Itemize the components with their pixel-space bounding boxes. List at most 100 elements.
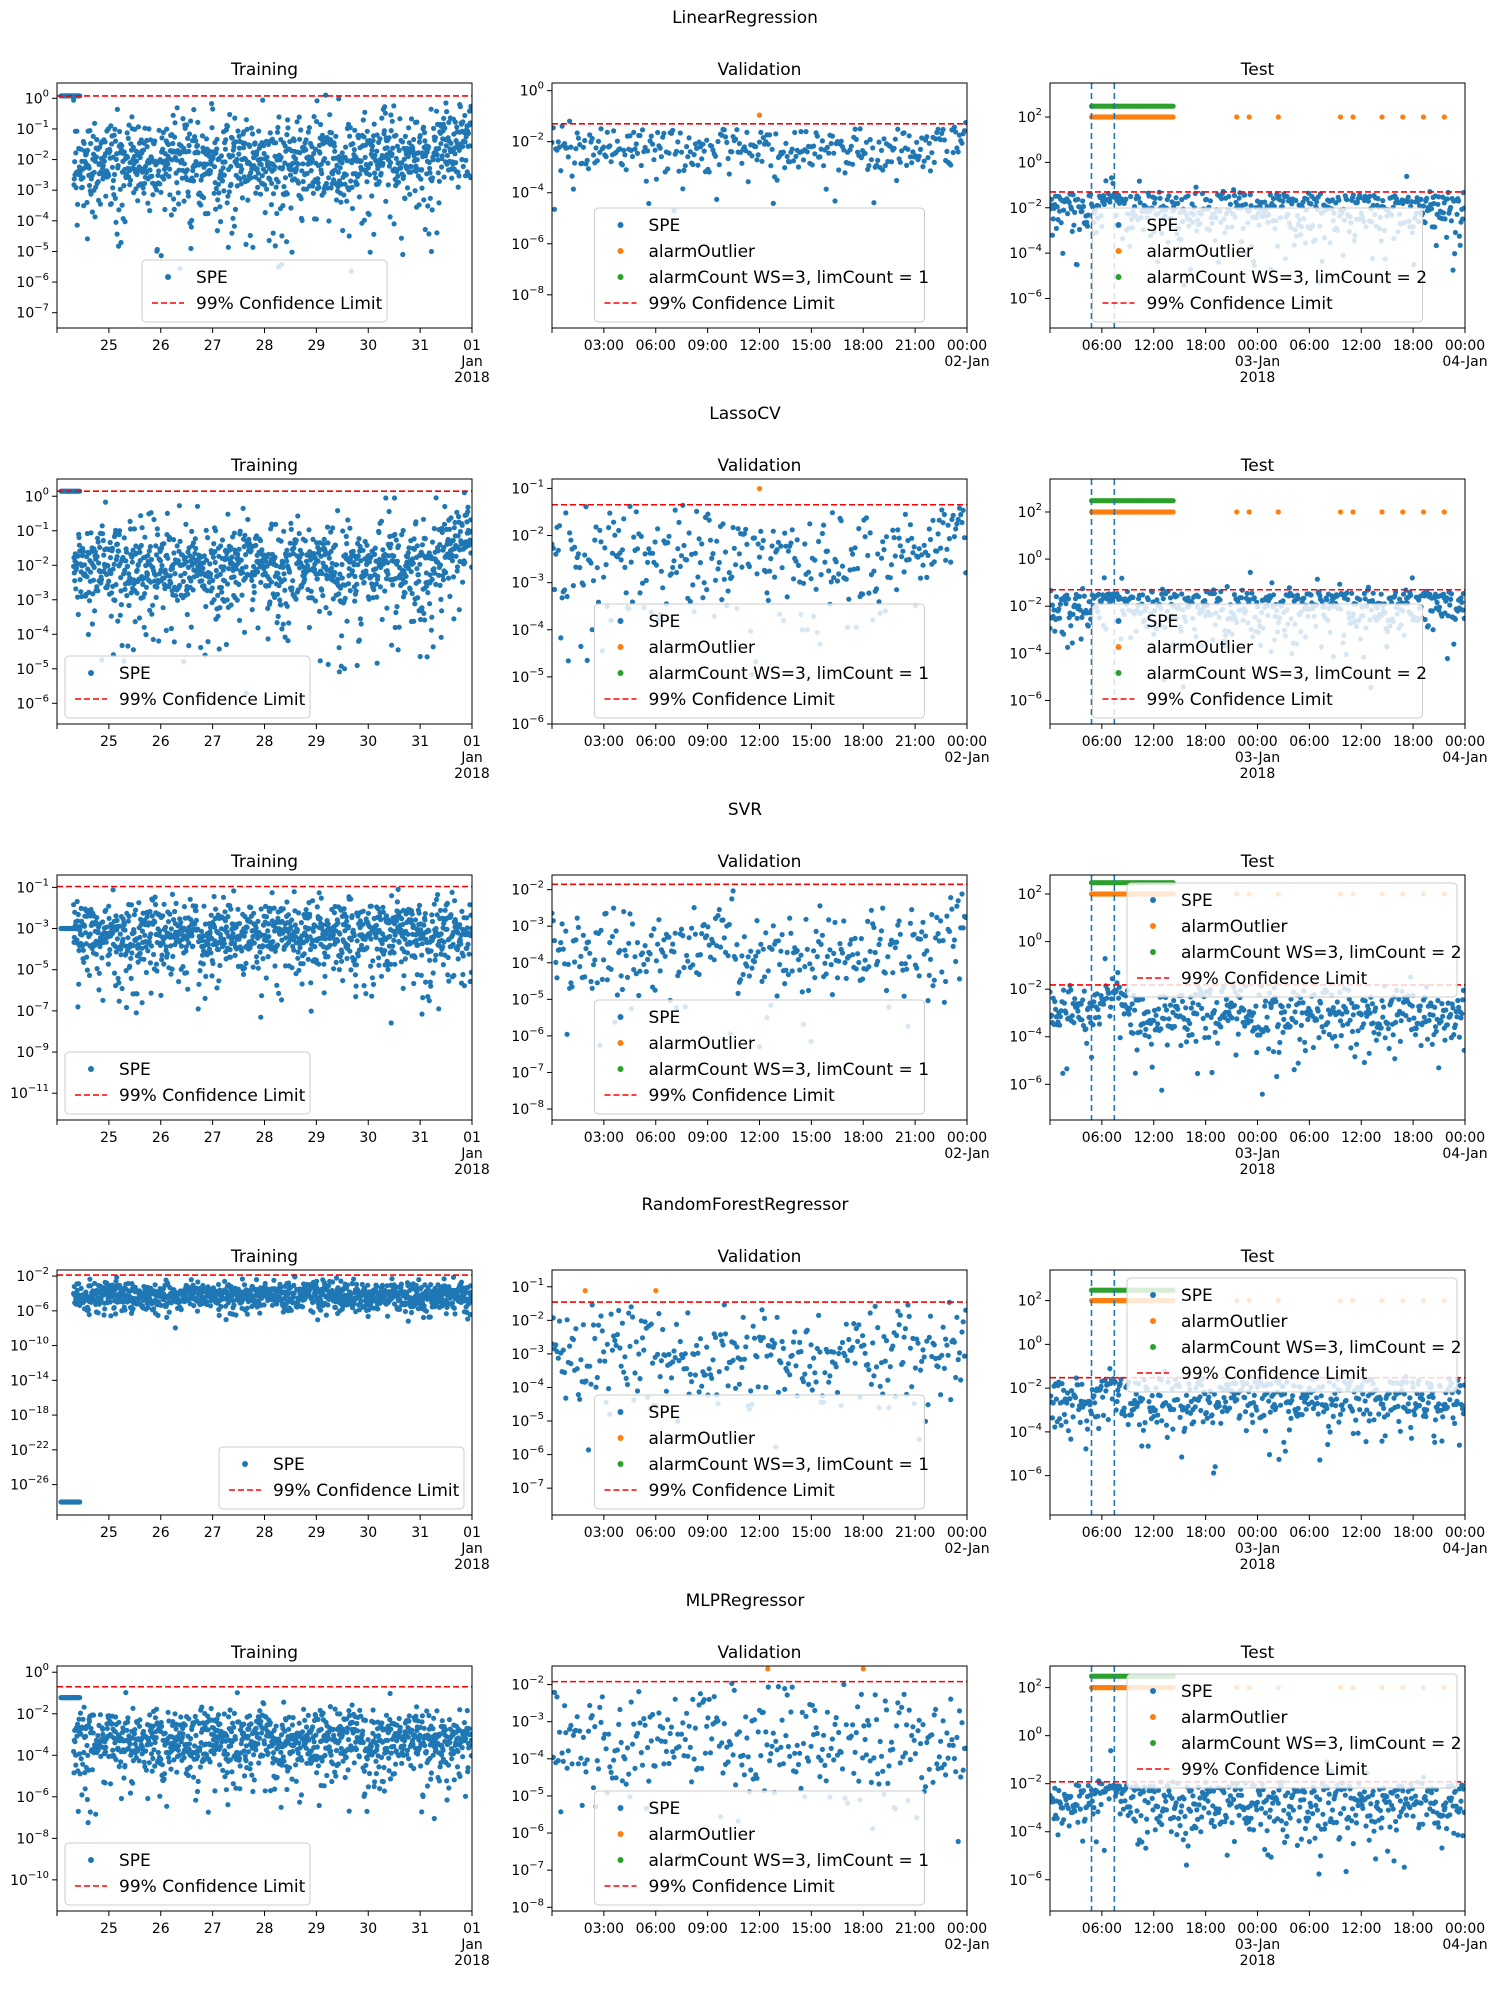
spe-point: [437, 542, 443, 548]
spe-point: [1050, 196, 1055, 202]
spe-point: [420, 516, 427, 522]
spe-point: [826, 568, 832, 574]
x-tick-label: 18:00: [1393, 734, 1433, 750]
x-tick-label: 06:00: [1289, 734, 1329, 750]
spe-point: [303, 186, 310, 192]
spe-point: [418, 176, 424, 182]
spe-point: [1357, 597, 1363, 603]
spe-point: [212, 559, 218, 566]
spe-point: [1409, 575, 1415, 581]
x-tick-label: 12:00: [1341, 734, 1381, 750]
spe-point: [567, 530, 573, 536]
spe-point: [129, 114, 135, 120]
spe-point: [1459, 599, 1465, 606]
spe-point: [282, 634, 288, 640]
spe-point: [891, 145, 897, 151]
spe-point: [391, 495, 398, 501]
spe-point: [284, 191, 290, 197]
spe-point: [281, 184, 287, 190]
spe-point: [383, 576, 390, 582]
x-tick-label: 03:00: [584, 734, 624, 750]
spe-point: [102, 139, 108, 145]
spe-point: [245, 516, 251, 523]
spe-point: [246, 536, 252, 543]
x-tick-label: 25: [100, 338, 118, 354]
spe-point: [159, 957, 165, 963]
spe-point: [227, 954, 233, 960]
spe-point: [125, 918, 131, 924]
spe-point: [1365, 584, 1371, 590]
spe-point: [665, 540, 671, 546]
spe-point: [720, 521, 726, 527]
spe-point: [188, 224, 194, 230]
spe-point: [1284, 193, 1290, 199]
spe-point: [319, 587, 325, 593]
spe-point: [1053, 594, 1059, 600]
x-tick-label: 15:00: [791, 734, 831, 750]
spe-point: [165, 555, 171, 561]
spe-point: [182, 555, 189, 561]
spe-point: [159, 563, 165, 569]
spe-point: [467, 528, 472, 534]
spe-point: [107, 539, 113, 546]
spe-point: [653, 562, 660, 568]
x-tick-label: 29: [307, 734, 325, 750]
spe-point: [1290, 593, 1296, 599]
spe-point: [238, 181, 244, 187]
spe-point: [1167, 595, 1174, 601]
spe-point: [121, 535, 127, 541]
y-tick-label: 10−8: [511, 285, 544, 304]
spe-point: [373, 566, 379, 572]
spe-point: [153, 543, 159, 549]
spe-point: [117, 923, 123, 929]
spe-point: [1452, 616, 1458, 622]
spe-point: [201, 553, 207, 559]
spe-point: [434, 230, 440, 236]
spe-point: [779, 565, 785, 571]
spe-point: [347, 559, 353, 565]
spe-point: [185, 135, 191, 141]
spe-point: [416, 578, 422, 584]
spe-point: [814, 133, 820, 139]
spe-point: [192, 550, 198, 557]
spe-point: [754, 157, 760, 163]
alarm-outlier-point: [1234, 509, 1240, 515]
spe-point: [555, 547, 561, 553]
spe-point: [429, 576, 435, 583]
spe-point: [1079, 614, 1085, 621]
spe-point: [158, 253, 164, 259]
spe-point: [1246, 597, 1253, 603]
spe-point: [354, 581, 360, 587]
spe-point: [716, 162, 722, 168]
spe-point: [312, 598, 319, 604]
spe-point: [142, 534, 148, 540]
spe-point: [687, 598, 693, 605]
spe-point: [1408, 199, 1415, 205]
x-tick-label: 00:00: [947, 734, 987, 750]
spe-point: [311, 550, 317, 557]
x-tick-label: 21:00: [895, 338, 935, 354]
spe-point: [382, 104, 388, 110]
spe-point: [1452, 229, 1458, 236]
spe-point: [250, 597, 256, 603]
spe-point: [112, 597, 118, 604]
spe-point: [266, 237, 272, 244]
spe-point: [817, 154, 823, 160]
spe-point: [1408, 592, 1414, 598]
spe-point: [338, 199, 344, 205]
x-tick-label: 01: [463, 734, 481, 750]
spe-point: [240, 971, 247, 978]
spe-point: [190, 943, 196, 949]
alarm-outlier-point: [1441, 114, 1447, 120]
spe-point: [330, 596, 336, 602]
spe-point: [463, 157, 469, 163]
spe-point: [366, 596, 372, 602]
spe-point: [441, 115, 447, 121]
spe-point: [137, 154, 143, 161]
spe-point: [575, 551, 582, 557]
spe-point: [417, 653, 423, 660]
spe-point: [76, 542, 82, 548]
spe-point: [1070, 611, 1076, 617]
spe-point: [380, 160, 386, 166]
spe-point: [356, 194, 362, 200]
